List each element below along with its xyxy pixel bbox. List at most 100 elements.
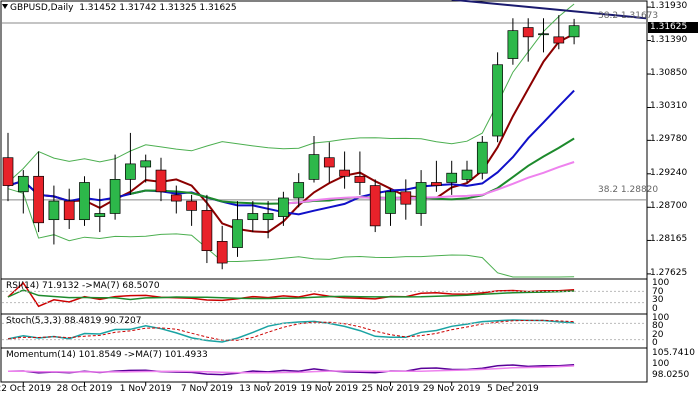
- candle-body: [79, 182, 90, 221]
- grid-lines: [22, 6, 651, 386]
- candles: [2, 15, 580, 270]
- candle: [507, 18, 519, 65]
- ma-slowest-line: [283, 161, 575, 205]
- ma-medium-line: [7, 89, 575, 216]
- candle: [94, 188, 106, 233]
- candle: [33, 151, 44, 233]
- candle-body: [339, 169, 350, 177]
- candle-body: [507, 30, 519, 59]
- candle: [232, 201, 243, 257]
- candle: [262, 201, 274, 239]
- stoch-d-line: [7, 319, 575, 341]
- candle-body: [201, 210, 213, 252]
- fib-label-upper: 38.2 1.31673: [598, 11, 659, 21]
- candle: [170, 185, 182, 214]
- candle: [400, 179, 412, 220]
- date-axis-label: 29 Nov 2019: [422, 384, 481, 394]
- price-axis-label: 1.27625: [650, 267, 688, 278]
- candle-body: [63, 200, 75, 221]
- candle: [293, 173, 305, 208]
- date-axis-label: 13 Nov 2019: [239, 384, 297, 394]
- candle-body: [568, 25, 580, 38]
- price-axis-label: 1.28700: [650, 201, 688, 212]
- candle-body: [323, 157, 335, 168]
- current-price-tag: 1.31625: [648, 22, 698, 33]
- stoch-title: Stoch(5,3,3) 88.4819 90.7207: [6, 316, 142, 326]
- indicator-tick-label: 98.0250: [652, 370, 690, 380]
- price-axis-label: 1.31390: [650, 34, 688, 45]
- chart-ohlc: 1.31452 1.31742 1.31325 1.31625: [79, 3, 237, 13]
- candle-body: [385, 191, 396, 214]
- candle: [476, 136, 488, 180]
- candle-body: [400, 191, 412, 205]
- indicator-tick-label: 100: [652, 313, 670, 323]
- candle-body: [17, 175, 29, 193]
- trendline: [451, 0, 647, 20]
- candle-body: [415, 182, 427, 214]
- candle: [339, 151, 350, 189]
- candle: [369, 179, 381, 233]
- candle: [385, 188, 396, 226]
- candle-body: [354, 175, 366, 183]
- candle-body: [476, 141, 488, 174]
- candle-body: [125, 163, 136, 180]
- candle: [323, 142, 335, 183]
- candle-body: [170, 194, 182, 202]
- indicator-tick-label: 100: [652, 278, 670, 288]
- candle: [415, 170, 427, 226]
- indicator-tick-label: 105.7410: [652, 348, 695, 358]
- candle-body: [538, 33, 549, 36]
- date-axis-label: 25 Nov 2019: [361, 384, 420, 394]
- candle: [216, 225, 228, 270]
- candle-body: [553, 36, 565, 44]
- candle-body: [293, 182, 305, 199]
- fib-lines: [2, 22, 646, 201]
- date-axis-label: 22 Oct 2019: [0, 384, 52, 394]
- price-axis-label: 1.30310: [650, 101, 688, 112]
- indicator-tick-label: 30: [652, 295, 664, 306]
- candle: [186, 194, 197, 226]
- date-axis-label: 5 Dec 2019: [487, 384, 539, 394]
- candle: [492, 52, 503, 143]
- candle: [522, 18, 534, 62]
- candle: [79, 176, 90, 226]
- candle-body: [232, 219, 243, 248]
- candle: [308, 136, 320, 183]
- moving-averages: [7, 33, 575, 234]
- candle-body: [308, 154, 320, 180]
- upper-band-line: [7, 3, 575, 183]
- candle: [538, 18, 549, 53]
- candle: [63, 188, 75, 229]
- date-axis-label: 1 Nov 2019: [119, 384, 172, 394]
- candle: [354, 151, 366, 195]
- candle-body: [369, 185, 381, 227]
- indicator-tick-label: 100: [652, 359, 670, 369]
- chart-symbol: GBPUSD,Daily: [10, 3, 74, 13]
- date-axis-label: 28 Oct 2019: [56, 384, 113, 394]
- candle-body: [155, 169, 167, 193]
- indicator-lines: [2, 281, 646, 376]
- fib-label-lower: 38.2 1.28820: [598, 185, 659, 195]
- candle: [140, 154, 152, 183]
- rsi-title: RSI(14) 71.9132 ->MA(7) 68.5070: [6, 281, 160, 291]
- candle: [553, 15, 565, 50]
- price-axis-label: 1.30850: [650, 68, 688, 79]
- momentum-ma-line: [7, 365, 575, 374]
- ma-slow-line: [130, 137, 575, 205]
- rsi-ma-line: [7, 289, 575, 301]
- indicator-tick-label: 0: [652, 338, 658, 348]
- resistance-trendline: [451, 0, 647, 20]
- dropdown-icon[interactable]: [2, 4, 8, 9]
- candle-body: [216, 241, 228, 264]
- candle-body: [492, 64, 503, 137]
- candle: [17, 170, 29, 214]
- candle: [247, 201, 259, 233]
- chart-title: GBPUSD,Daily 1.31452 1.31742 1.31325 1.3…: [10, 3, 237, 13]
- candle-body: [431, 182, 442, 186]
- candle: [431, 160, 442, 192]
- price-axis-label: 1.29240: [650, 167, 688, 178]
- date-axis-label: 19 Nov 2019: [300, 384, 359, 394]
- candle-body: [48, 200, 60, 221]
- candle-body: [94, 213, 106, 217]
